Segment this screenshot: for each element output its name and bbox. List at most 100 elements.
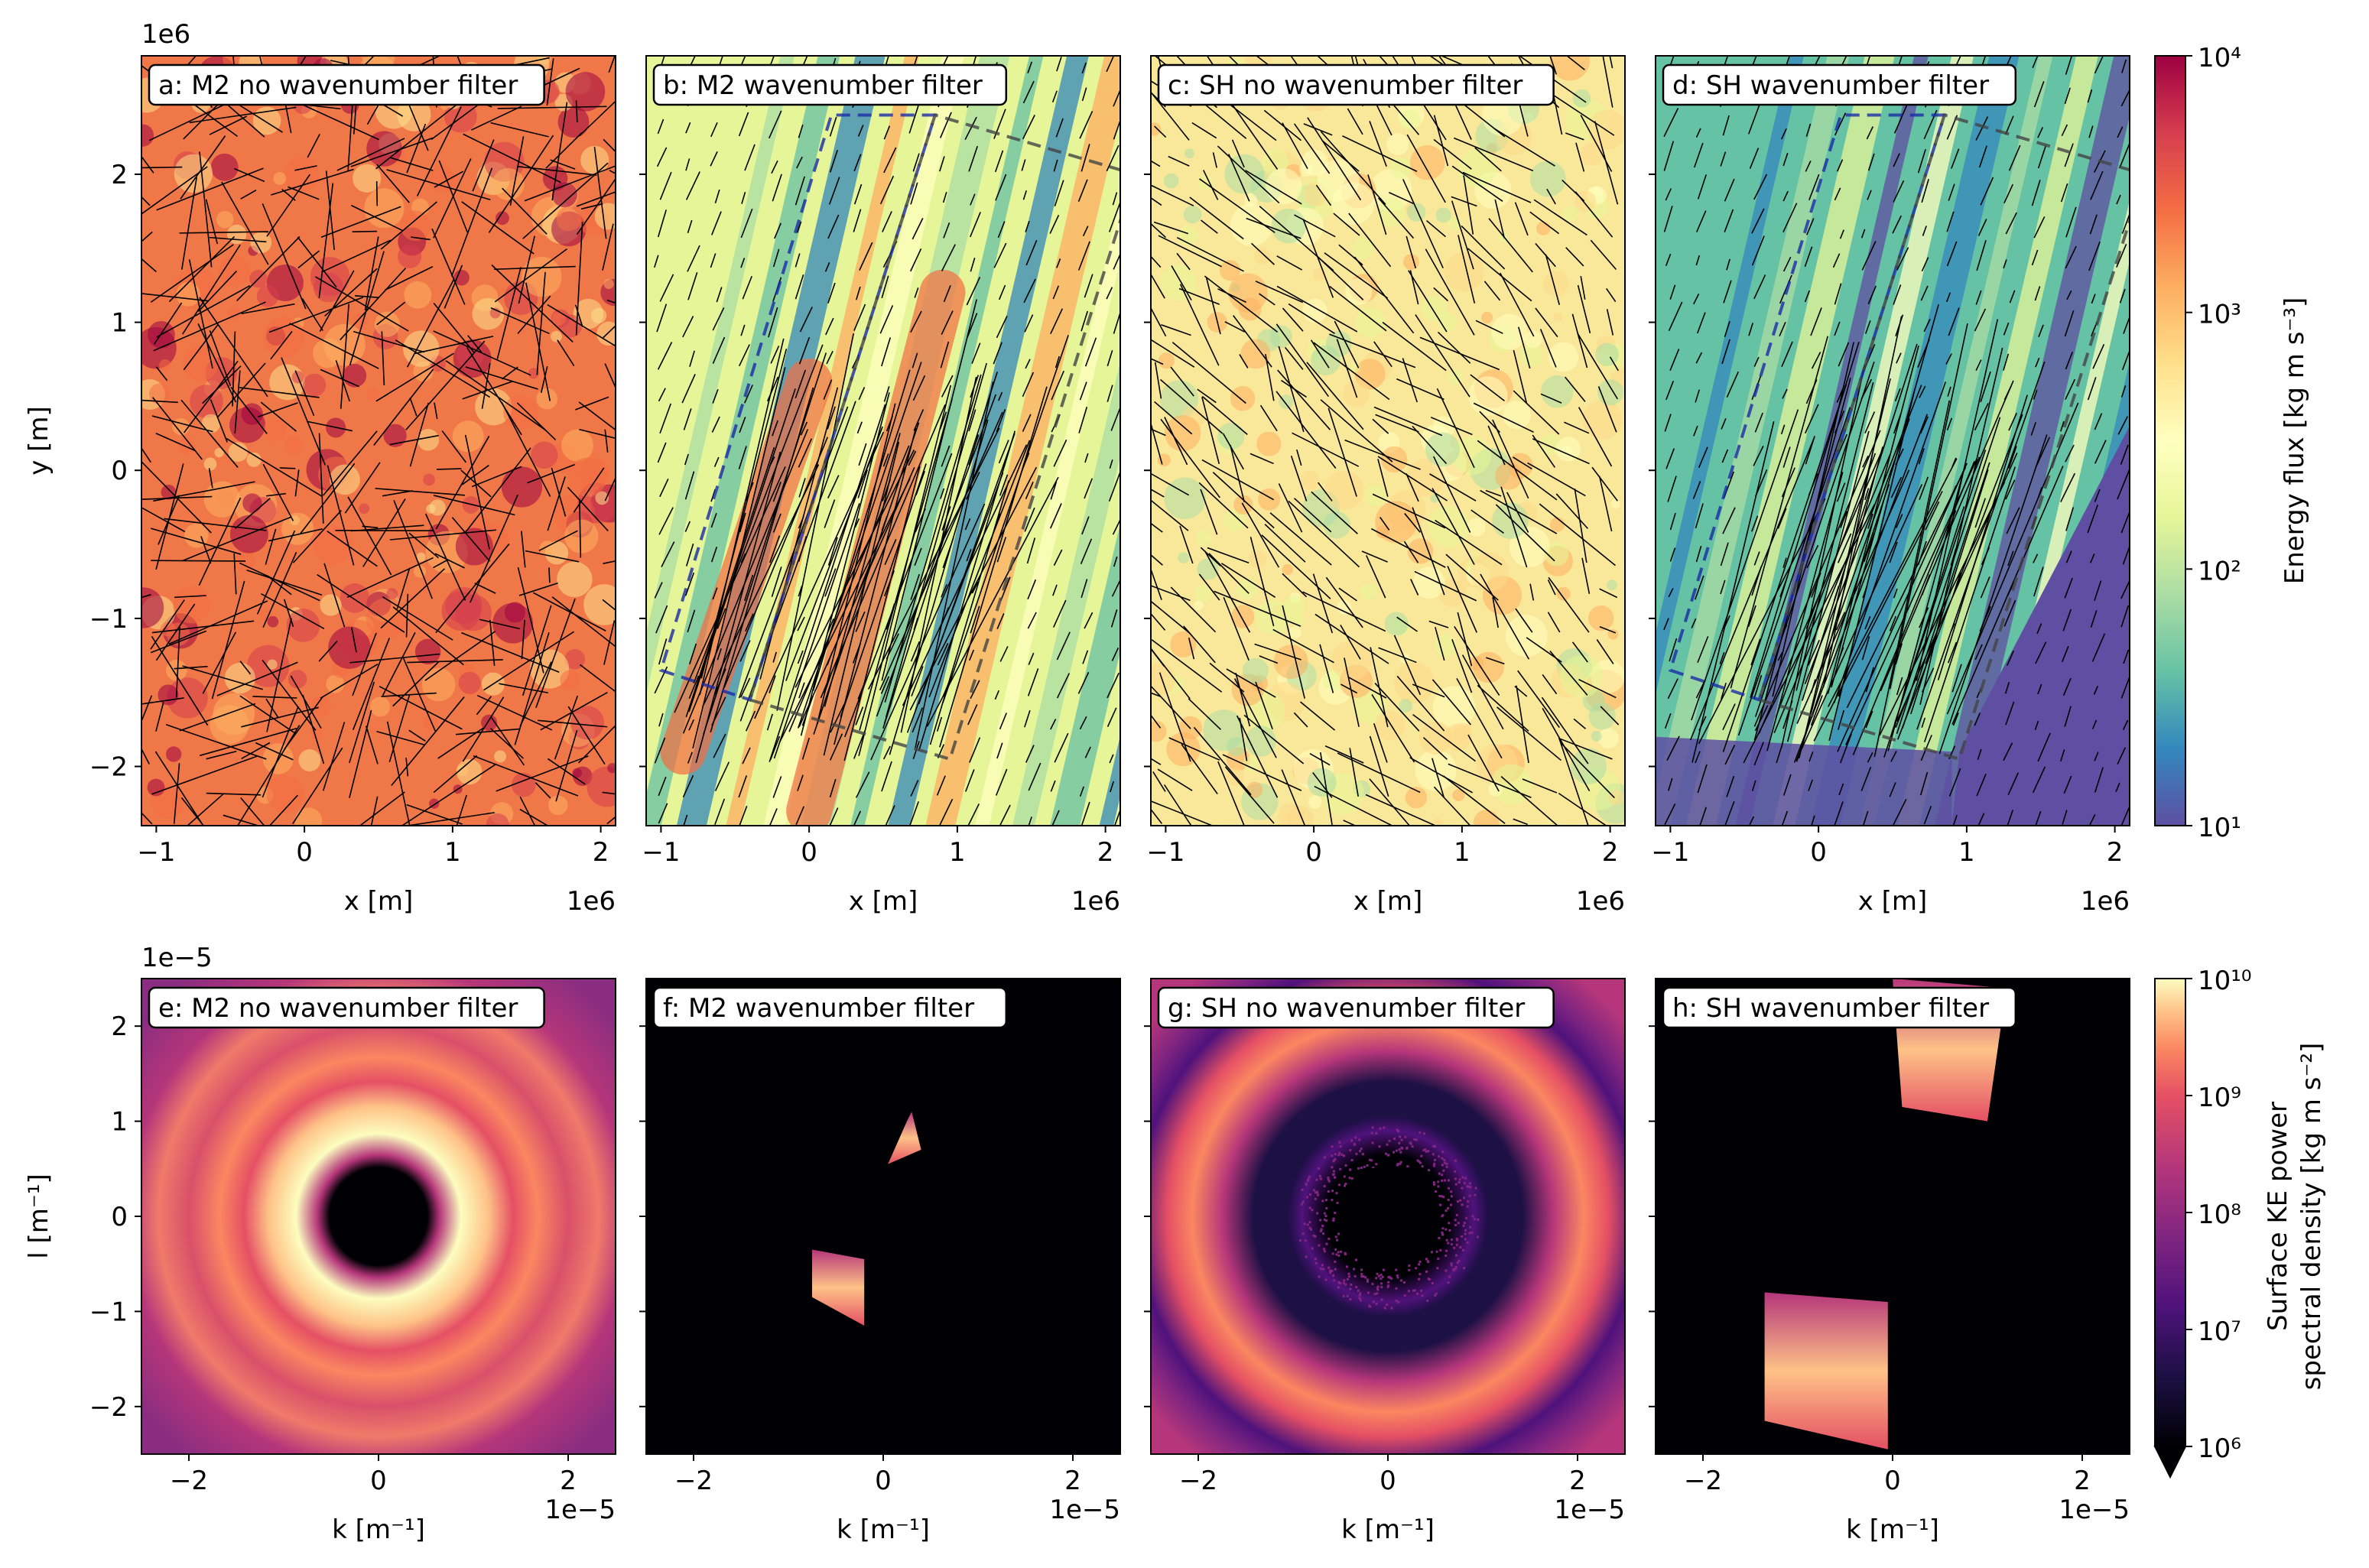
y-tick-label: 1 xyxy=(111,308,128,339)
noise-pixel xyxy=(1462,1248,1465,1251)
texture-patch xyxy=(1492,502,1529,539)
noise-pixel xyxy=(1441,1164,1444,1167)
noise-pixel xyxy=(1418,1273,1422,1276)
noise-pixel xyxy=(1422,1149,1425,1152)
noise-pixel xyxy=(1464,1238,1467,1241)
noise-pixel xyxy=(1344,1164,1347,1167)
y-axis-label: y [m] xyxy=(24,406,54,476)
texture-patch xyxy=(1452,436,1492,476)
noise-pixel xyxy=(1432,1181,1435,1184)
texture-patch xyxy=(340,583,370,613)
noise-pixel xyxy=(1312,1189,1315,1192)
beam-arrow xyxy=(859,399,953,731)
noise-pixel xyxy=(1359,1150,1362,1153)
flux-streak xyxy=(850,56,1044,826)
noise-pixel xyxy=(1387,1281,1390,1284)
texture-patch xyxy=(288,670,307,689)
colorbar-extend-arrow xyxy=(2153,1446,2187,1479)
title-box-frame xyxy=(148,63,545,106)
noise-pixel xyxy=(1405,1147,1409,1150)
noise-pixel xyxy=(1400,1138,1403,1141)
texture-patch xyxy=(1354,307,1386,339)
noise-pixel xyxy=(1360,1275,1363,1278)
texture-patch xyxy=(1402,254,1419,271)
noise-pixel xyxy=(1454,1159,1457,1162)
texture-patch xyxy=(386,588,398,600)
noise-pixel xyxy=(1421,1165,1424,1168)
noise-pixel xyxy=(1364,1276,1367,1279)
texture-patch xyxy=(353,313,369,329)
flux-streak xyxy=(763,56,965,826)
noise-pixel xyxy=(1332,1170,1335,1173)
y-tick-label: 0 xyxy=(111,456,128,486)
panel-b: b: M2 wavenumber filter xyxy=(639,55,1121,833)
noise-pixel xyxy=(1435,1190,1438,1193)
texture-patch xyxy=(456,758,483,785)
texture-patch xyxy=(572,768,582,778)
noise-pixel xyxy=(1376,1288,1379,1291)
texture-patch xyxy=(495,211,509,226)
noise-pixel xyxy=(1445,1249,1448,1252)
noise-pixel xyxy=(1450,1203,1453,1206)
noise-pixel xyxy=(1318,1174,1321,1177)
x-offset-label: 1e6 xyxy=(567,886,616,917)
title-box-frame xyxy=(1662,63,2017,106)
noise-pixel xyxy=(1445,1238,1448,1242)
texture-patch xyxy=(1256,431,1282,456)
noise-pixel xyxy=(1463,1222,1466,1225)
x-offset-label: 1e−5 xyxy=(544,1495,616,1525)
texture-patch xyxy=(551,311,567,326)
beam-arrow xyxy=(1897,414,2023,740)
beam-arrow xyxy=(843,466,921,761)
texture-patch xyxy=(1151,122,1162,136)
texture-patch xyxy=(561,429,594,462)
noise-pixel xyxy=(1347,1272,1350,1275)
noise-pixel xyxy=(1357,1289,1360,1292)
beam-arrow xyxy=(1873,400,1951,758)
beam-arrow xyxy=(1754,361,1875,717)
noise-pixel xyxy=(1335,1192,1338,1195)
texture-patch xyxy=(1561,445,1572,457)
noise-pixel xyxy=(1408,1264,1411,1267)
noise-pixel xyxy=(1464,1177,1467,1180)
texture-patch xyxy=(1224,154,1265,194)
texture-patch xyxy=(1407,203,1426,222)
noise-pixel xyxy=(1334,1212,1337,1215)
beam-arrow xyxy=(773,502,860,759)
x-tick-label: −1 xyxy=(1651,837,1689,868)
texture-patch xyxy=(1607,628,1619,640)
noise-pixel xyxy=(1464,1229,1467,1232)
noise-pixel xyxy=(1441,1151,1444,1154)
x-tick-label: 2 xyxy=(2074,1466,2091,1496)
texture-patch xyxy=(1431,818,1444,826)
texture-patch xyxy=(1389,157,1412,179)
texture-patch xyxy=(281,512,314,545)
texture-patch xyxy=(1467,518,1486,537)
noise-pixel xyxy=(1418,1131,1422,1134)
x-tick-label: 2 xyxy=(560,1466,577,1496)
noise-pixel xyxy=(1358,1297,1361,1300)
beam-arrow xyxy=(769,404,886,762)
noise-pixel xyxy=(1431,1153,1435,1156)
texture-patch xyxy=(1580,142,1604,166)
noise-pixel xyxy=(1331,1252,1334,1255)
x-tick-label: 1 xyxy=(949,837,966,868)
texture-patch xyxy=(1170,631,1197,657)
texture-patch xyxy=(400,210,431,241)
texture-patch xyxy=(1273,644,1308,680)
x-tick-label: −1 xyxy=(1146,837,1184,868)
texture-patch xyxy=(1444,252,1484,292)
x-offset-label: 1e6 xyxy=(1576,886,1625,917)
noise-pixel xyxy=(1372,1300,1375,1303)
texture-patch xyxy=(1253,248,1271,265)
texture-patch xyxy=(1570,748,1607,784)
noise-pixel xyxy=(1441,1231,1444,1234)
beam-arrow xyxy=(1753,430,1881,727)
noise-pixel xyxy=(1319,1219,1322,1222)
beam-arrow xyxy=(1691,409,1799,721)
flux-streak xyxy=(1656,56,1804,695)
texture-patch xyxy=(1470,552,1509,592)
texture-patch xyxy=(286,609,320,642)
texture-patch xyxy=(501,466,543,508)
texture-patch xyxy=(263,317,305,358)
